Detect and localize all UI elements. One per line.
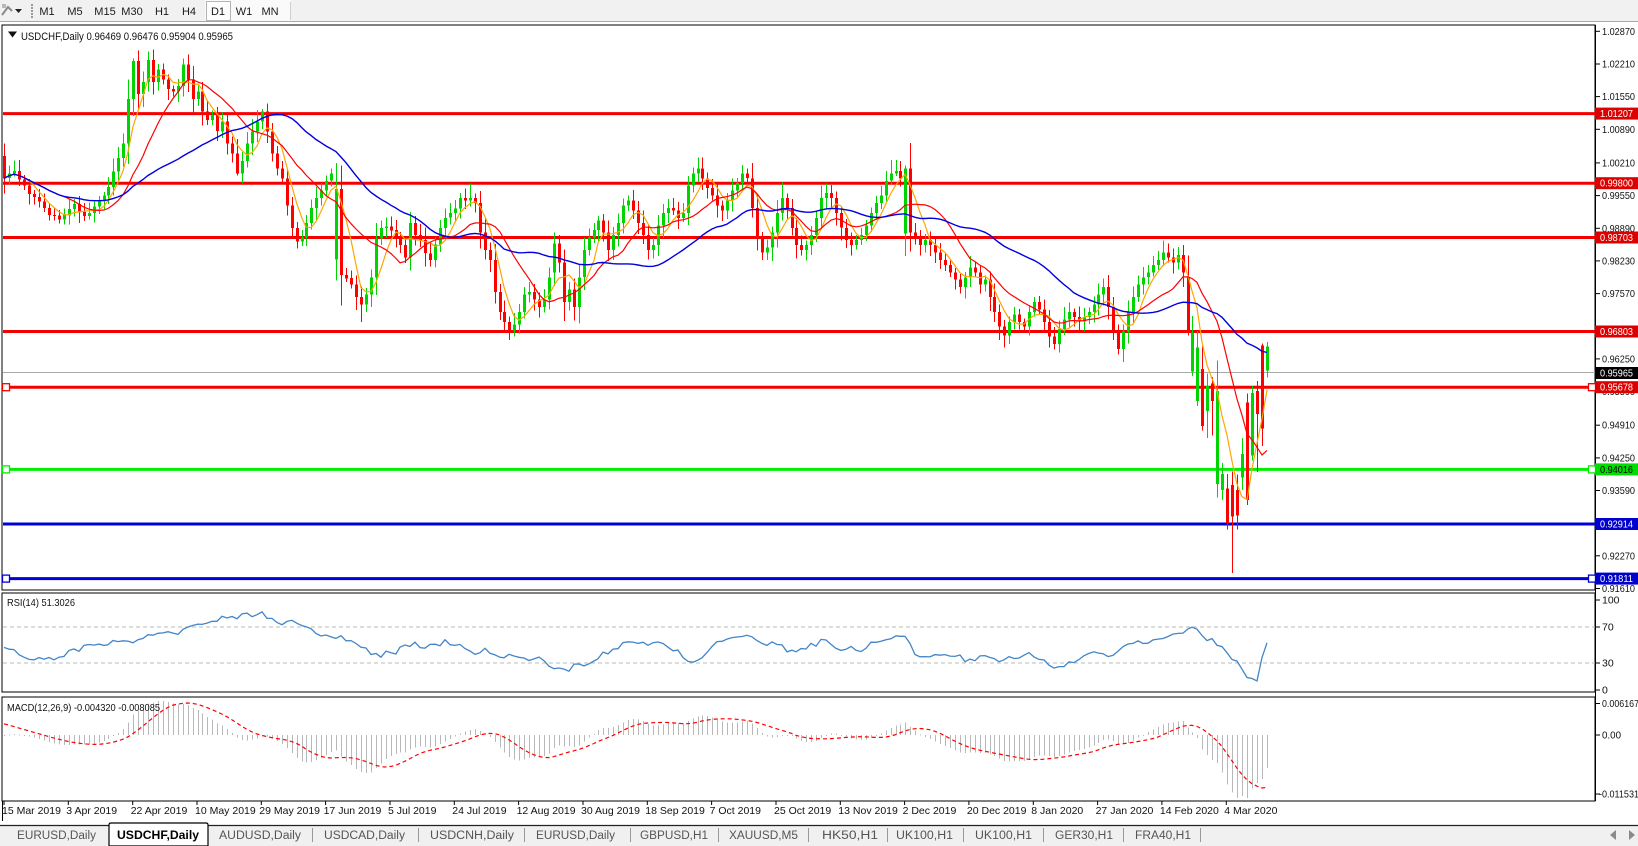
svg-text:USDCAD,Daily: USDCAD,Daily (324, 830, 405, 842)
svg-text:M30: M30 (121, 6, 142, 18)
svg-text:-0.011531: -0.011531 (1599, 789, 1638, 801)
svg-text:20 Dec 2019: 20 Dec 2019 (967, 805, 1027, 817)
svg-text:7 Oct 2019: 7 Oct 2019 (710, 805, 762, 817)
svg-text:H1: H1 (155, 6, 169, 18)
svg-text:0.91610: 0.91610 (1602, 583, 1635, 595)
svg-text:1.01207: 1.01207 (1600, 108, 1633, 120)
svg-text:0.94016: 0.94016 (1600, 464, 1633, 476)
svg-text:27 Jan 2020: 27 Jan 2020 (1096, 805, 1154, 817)
svg-text:AUDUSD,Daily: AUDUSD,Daily (219, 830, 301, 842)
svg-text:12 Aug 2019: 12 Aug 2019 (517, 805, 576, 817)
svg-text:0.94250: 0.94250 (1602, 452, 1635, 464)
svg-text:30 Aug 2019: 30 Aug 2019 (581, 805, 640, 817)
svg-text:1.02210: 1.02210 (1602, 59, 1635, 71)
svg-text:W1: W1 (236, 6, 253, 18)
svg-text:17 Jun 2019: 17 Jun 2019 (324, 805, 382, 817)
svg-text:0.96250: 0.96250 (1602, 353, 1635, 365)
svg-text:4 Mar 2020: 4 Mar 2020 (1224, 805, 1277, 817)
svg-text:0.95965: 0.95965 (1600, 368, 1633, 380)
svg-text:FRA40,H1: FRA40,H1 (1135, 830, 1191, 842)
svg-text:0.91811: 0.91811 (1600, 573, 1633, 585)
svg-text:0.99800: 0.99800 (1600, 178, 1633, 190)
svg-text:3 Apr 2019: 3 Apr 2019 (66, 805, 117, 817)
svg-text:M1: M1 (39, 6, 54, 18)
svg-text:18 Sep 2019: 18 Sep 2019 (645, 805, 705, 817)
svg-text:0: 0 (1602, 685, 1608, 697)
svg-text:USDCHF,Daily 0.96469 0.96476: USDCHF,Daily 0.96469 0.96476 0.95904 0.9… (21, 31, 233, 43)
svg-text:0.94910: 0.94910 (1602, 420, 1635, 432)
svg-text:70: 70 (1602, 622, 1614, 634)
svg-text:10 May 2019: 10 May 2019 (195, 805, 256, 817)
svg-text:GER30,H1: GER30,H1 (1055, 830, 1113, 842)
svg-text:UK100,H1: UK100,H1 (975, 830, 1032, 842)
svg-text:HK50,H1: HK50,H1 (822, 830, 878, 842)
svg-text:D1: D1 (211, 6, 225, 18)
svg-text:M5: M5 (67, 6, 82, 18)
svg-text:1.02870: 1.02870 (1602, 26, 1635, 38)
svg-text:22 Apr 2019: 22 Apr 2019 (131, 805, 188, 817)
svg-text:25 Oct 2019: 25 Oct 2019 (774, 805, 831, 817)
svg-text:0.92270: 0.92270 (1602, 550, 1635, 562)
svg-text:0.98703: 0.98703 (1600, 232, 1633, 244)
svg-text:0.93590: 0.93590 (1602, 485, 1635, 497)
svg-text:0.98230: 0.98230 (1602, 255, 1635, 267)
svg-text:USDCHF,Daily: USDCHF,Daily (117, 830, 200, 842)
svg-text:M15: M15 (94, 6, 115, 18)
svg-text:0.92914: 0.92914 (1600, 519, 1633, 531)
svg-text:2 Dec 2019: 2 Dec 2019 (903, 805, 957, 817)
svg-text:1.00890: 1.00890 (1602, 124, 1635, 136)
svg-text:1.00210: 1.00210 (1602, 157, 1635, 169)
svg-text:0.97570: 0.97570 (1602, 288, 1635, 300)
svg-text:100: 100 (1602, 595, 1620, 607)
svg-text:13 Nov 2019: 13 Nov 2019 (838, 805, 898, 817)
svg-text:XAUUSD,M5: XAUUSD,M5 (729, 830, 798, 842)
svg-text:8 Jan 2020: 8 Jan 2020 (1031, 805, 1083, 817)
svg-text:EURUSD,Daily: EURUSD,Daily (17, 830, 96, 842)
svg-text:UK100,H1: UK100,H1 (896, 830, 953, 842)
svg-text:0.006167: 0.006167 (1602, 698, 1638, 710)
svg-text:H4: H4 (182, 6, 196, 18)
svg-text:24 Jul 2019: 24 Jul 2019 (452, 805, 506, 817)
svg-text:MACD(12,26,9) -0.004320 -0.008: MACD(12,26,9) -0.004320 -0.008085 (7, 702, 160, 714)
svg-text:0.96803: 0.96803 (1600, 326, 1633, 338)
svg-text:30: 30 (1602, 658, 1614, 670)
svg-text:5 Jul 2019: 5 Jul 2019 (388, 805, 437, 817)
svg-text:0.00: 0.00 (1602, 730, 1621, 742)
svg-text:29 May 2019: 29 May 2019 (259, 805, 320, 817)
svg-text:USDCNH,Daily: USDCNH,Daily (430, 830, 514, 842)
svg-text:EURUSD,Daily: EURUSD,Daily (536, 830, 615, 842)
svg-text:0.95678: 0.95678 (1600, 382, 1633, 394)
svg-text:14 Feb 2020: 14 Feb 2020 (1160, 805, 1219, 817)
svg-text:1.01550: 1.01550 (1602, 91, 1635, 103)
svg-text:MN: MN (261, 6, 278, 18)
svg-text:GBPUSD,H1: GBPUSD,H1 (640, 830, 708, 842)
svg-text:RSI(14) 51.3026: RSI(14) 51.3026 (7, 597, 75, 609)
svg-text:15 Mar 2019: 15 Mar 2019 (2, 805, 61, 817)
svg-text:0.99550: 0.99550 (1602, 190, 1635, 202)
